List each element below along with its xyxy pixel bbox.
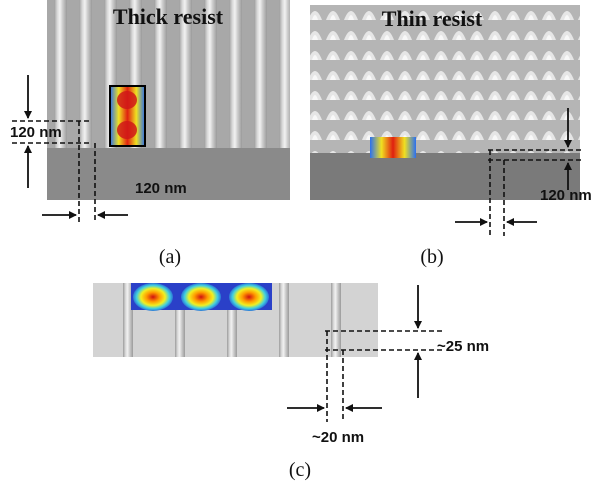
hotspot (181, 283, 221, 311)
hotspot (229, 283, 269, 311)
panel-title: Thick resist (113, 4, 224, 29)
hotspot (117, 121, 137, 139)
dimension-label: ~25 nm (437, 338, 489, 355)
caption: (c) (289, 459, 311, 481)
field-inset (370, 137, 416, 158)
caption: (b) (420, 246, 443, 268)
panel-c: ~25 nm ~20 nm (c) (93, 283, 489, 481)
panel-title: Thin resist (382, 6, 483, 31)
hotspot (133, 283, 173, 311)
dimension-label: 120 nm (540, 187, 592, 204)
dimension-label: ~20 nm (312, 429, 364, 446)
dimension-label: 120 nm (10, 124, 62, 141)
panel-a: Thick resist 120 nm 120 nm (a) (10, 0, 290, 268)
figure: Thick resist 120 nm 120 nm (a) Thin resi… (0, 0, 608, 486)
hotspot (117, 91, 137, 109)
panel-b: Thin resist 120 nm (b) (310, 5, 592, 268)
caption: (a) (159, 246, 181, 268)
dimension-label: 120 nm (135, 180, 187, 197)
